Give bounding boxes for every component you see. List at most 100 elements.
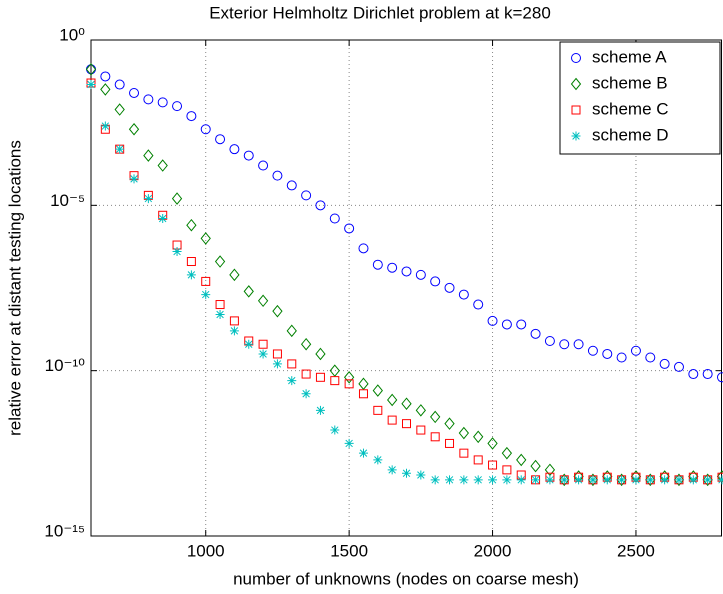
marker-circle bbox=[630, 345, 641, 356]
marker-circle bbox=[372, 259, 383, 270]
x-tick-label: 1500 bbox=[330, 541, 368, 560]
marker-asterisk bbox=[559, 475, 569, 485]
marker-diamond bbox=[570, 77, 582, 91]
marker-circle bbox=[458, 289, 469, 300]
y-tick-label: 10⁻⁵ bbox=[50, 191, 85, 210]
marker-asterisk bbox=[315, 405, 325, 415]
marker-diamond bbox=[128, 122, 140, 136]
marker-diamond bbox=[559, 473, 570, 487]
marker-diamond bbox=[587, 473, 599, 487]
marker-diamond bbox=[300, 337, 312, 351]
marker-square bbox=[301, 369, 311, 379]
marker-diamond bbox=[458, 426, 470, 440]
marker-asterisk bbox=[703, 475, 713, 485]
marker-asterisk bbox=[545, 475, 555, 485]
marker-asterisk bbox=[115, 144, 125, 154]
marker-asterisk bbox=[674, 475, 684, 485]
marker-asterisk bbox=[645, 475, 655, 485]
x-axis-label: number of unknowns (nodes on coarse mesh… bbox=[233, 569, 579, 588]
marker-asterisk bbox=[387, 465, 397, 475]
marker-circle bbox=[358, 243, 369, 254]
marker-diamond bbox=[530, 459, 541, 473]
marker-diamond bbox=[186, 218, 197, 232]
marker-diamond bbox=[616, 473, 627, 487]
legend-label: scheme D bbox=[592, 125, 669, 144]
marker-asterisk bbox=[488, 475, 498, 485]
marker-square bbox=[373, 405, 383, 415]
marker-square bbox=[201, 276, 211, 286]
marker-circle bbox=[616, 352, 627, 363]
marker-diamond bbox=[114, 103, 125, 116]
marker-circle bbox=[387, 262, 398, 273]
marker-diamond bbox=[430, 410, 441, 424]
marker-square bbox=[344, 379, 354, 389]
marker-asterisk bbox=[100, 121, 110, 131]
marker-circle bbox=[530, 328, 541, 339]
marker-diamond bbox=[415, 404, 426, 417]
legend-label: scheme C bbox=[592, 99, 669, 118]
legend-label: scheme A bbox=[592, 47, 667, 66]
marker-asterisk bbox=[129, 174, 139, 184]
marker-circle bbox=[258, 160, 269, 171]
legend-box bbox=[559, 41, 721, 155]
marker-diamond bbox=[702, 473, 713, 487]
marker-circle bbox=[329, 213, 340, 224]
marker-circle bbox=[501, 319, 512, 330]
marker-diamond bbox=[315, 347, 326, 361]
marker-asterisk bbox=[172, 247, 182, 257]
marker-asterisk bbox=[502, 475, 512, 485]
marker-asterisk bbox=[602, 475, 612, 485]
marker-diamond bbox=[85, 63, 97, 76]
marker-square bbox=[229, 316, 239, 326]
marker-circle bbox=[301, 190, 312, 201]
marker-asterisk bbox=[186, 270, 196, 280]
marker-circle bbox=[430, 276, 441, 287]
marker-asterisk bbox=[143, 194, 153, 204]
marker-asterisk bbox=[215, 309, 225, 319]
marker-circle bbox=[444, 282, 455, 293]
legend-label: scheme B bbox=[592, 73, 668, 92]
marker-circle bbox=[645, 352, 656, 363]
marker-circle bbox=[344, 223, 355, 234]
marker-square bbox=[571, 105, 581, 115]
marker-square bbox=[416, 425, 426, 435]
marker-square bbox=[258, 339, 268, 349]
marker-asterisk bbox=[445, 475, 455, 485]
marker-diamond bbox=[501, 446, 513, 460]
marker-square bbox=[272, 349, 282, 359]
marker-asterisk bbox=[571, 131, 581, 141]
marker-circle bbox=[129, 87, 140, 98]
marker-asterisk bbox=[660, 475, 670, 485]
marker-square bbox=[459, 448, 469, 458]
marker-asterisk bbox=[631, 475, 641, 485]
marker-circle bbox=[602, 348, 613, 359]
marker-diamond bbox=[229, 268, 240, 282]
marker-asterisk bbox=[86, 80, 96, 90]
marker-square bbox=[358, 389, 368, 399]
marker-circle bbox=[143, 94, 154, 105]
marker-asterisk bbox=[229, 326, 239, 336]
marker-circle bbox=[587, 345, 598, 356]
marker-square bbox=[387, 415, 397, 425]
marker-square bbox=[330, 376, 340, 386]
marker-asterisk bbox=[301, 389, 311, 399]
marker-diamond bbox=[272, 304, 283, 318]
marker-circle bbox=[315, 200, 326, 211]
marker-asterisk bbox=[717, 475, 723, 485]
marker-asterisk bbox=[330, 425, 340, 435]
marker-circle bbox=[571, 53, 581, 63]
marker-circle bbox=[688, 369, 699, 380]
marker-circle bbox=[559, 339, 570, 350]
marker-square bbox=[215, 300, 225, 310]
marker-asterisk bbox=[688, 475, 698, 485]
marker-diamond bbox=[214, 255, 226, 268]
marker-circle bbox=[573, 339, 584, 350]
marker-asterisk bbox=[158, 213, 168, 223]
marker-circle bbox=[157, 97, 168, 108]
marker-circle bbox=[702, 369, 713, 380]
marker-asterisk bbox=[588, 475, 598, 485]
marker-asterisk bbox=[459, 475, 469, 485]
marker-diamond bbox=[143, 149, 154, 162]
marker-asterisk bbox=[373, 455, 383, 465]
marker-circle bbox=[243, 150, 254, 161]
